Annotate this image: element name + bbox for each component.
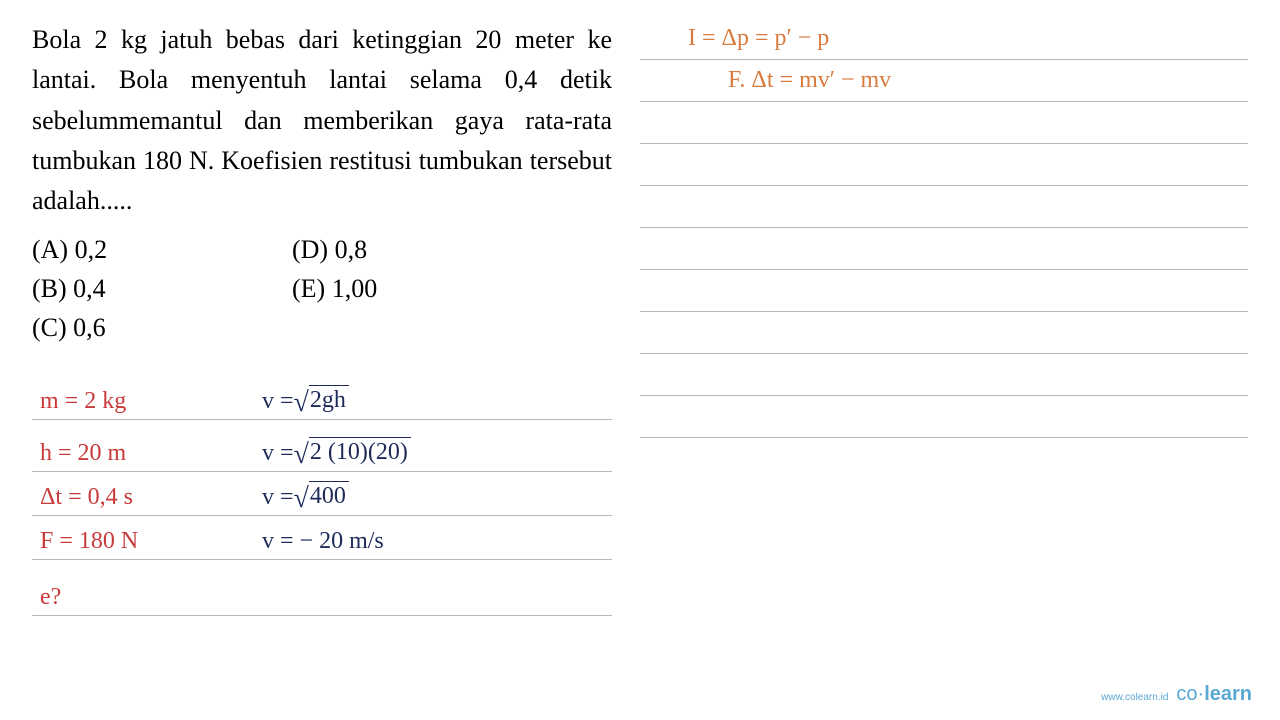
velocity-eq1: v = √ 2gh — [262, 385, 349, 415]
impulse-panel: I = Δp = p′ − p F. Δt = mv′ − mv — [640, 18, 1248, 438]
footer-url: www.colearn.id — [1101, 692, 1168, 703]
blank-row — [640, 102, 1248, 144]
impulse-eq1: I = Δp = p′ − p — [640, 18, 1248, 60]
sqrt-icon: √ — [294, 389, 309, 417]
given-mass: m = 2 kg — [32, 388, 262, 415]
blank-row — [640, 228, 1248, 270]
blank-row — [640, 396, 1248, 438]
sqrt-icon: √ — [294, 441, 309, 469]
work-area: m = 2 kg v = √ 2gh h = 20 m v = √ 2 (10)… — [32, 368, 612, 616]
option-e: (E) 1,00 — [292, 269, 492, 308]
blank-row — [640, 312, 1248, 354]
given-force: F = 180 N — [32, 528, 262, 555]
option-d: (D) 0,8 — [292, 230, 492, 269]
unknown-e: e? — [32, 584, 262, 611]
problem-statement: Bola 2 kg jatuh bebas dari ketinggian 20… — [32, 20, 612, 221]
option-a: (A) 0,2 — [32, 230, 292, 269]
footer: www.colearn.id co·learn — [1101, 683, 1252, 706]
footer-logo: co·learn — [1176, 683, 1252, 706]
impulse-eq2: F. Δt = mv′ − mv — [640, 60, 1248, 102]
blank-row — [640, 186, 1248, 228]
sqrt-icon: √ — [294, 485, 309, 513]
given-height: h = 20 m — [32, 440, 262, 467]
velocity-eq2: v = √ 2 (10)(20) — [262, 437, 411, 467]
velocity-eq3: v = √ 400 — [262, 481, 349, 511]
blank-row — [640, 354, 1248, 396]
given-dt: Δt = 0,4 s — [32, 484, 262, 511]
blank-row — [640, 270, 1248, 312]
answer-options: (A) 0,2 (D) 0,8 (B) 0,4 (E) 1,00 (C) 0,6 — [32, 230, 492, 347]
option-b: (B) 0,4 — [32, 269, 292, 308]
blank-row — [640, 144, 1248, 186]
option-c: (C) 0,6 — [32, 308, 292, 347]
velocity-eq4: v = − 20 m/s — [262, 528, 384, 555]
